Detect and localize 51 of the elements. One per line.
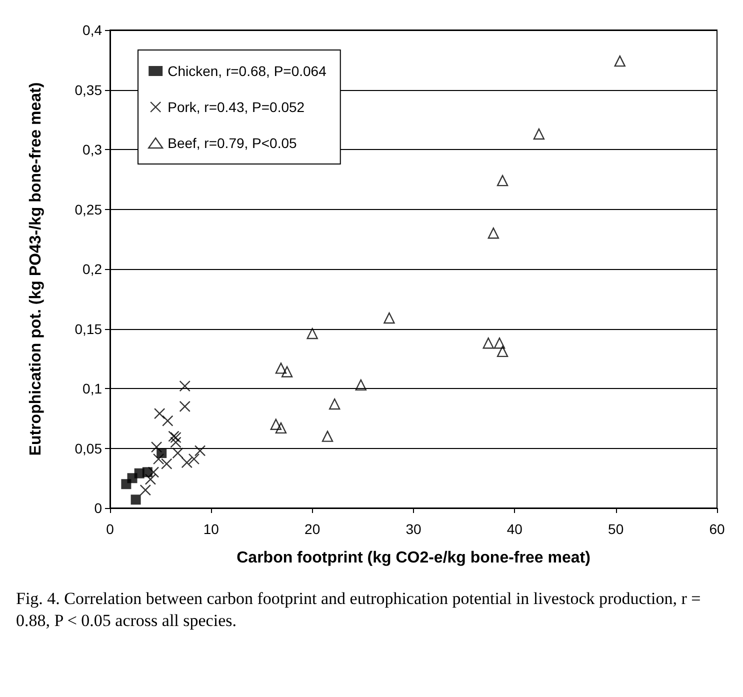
x-tick-label: 20 [304, 521, 320, 537]
point [533, 128, 545, 140]
x-tick-label: 40 [506, 521, 523, 537]
point [154, 408, 166, 420]
point [275, 362, 287, 374]
y-tick-label: 0 [94, 500, 102, 516]
point [496, 174, 508, 186]
point [161, 458, 172, 470]
point [130, 494, 141, 505]
point [144, 474, 156, 485]
point [275, 422, 287, 434]
y-tick-label: 0,3 [82, 142, 102, 158]
point [614, 55, 626, 67]
x-tick-label: 10 [203, 521, 220, 537]
x-tick-label: 0 [106, 521, 114, 537]
y-tick-label: 0,15 [74, 320, 102, 337]
x-tick-label: 30 [406, 521, 422, 537]
y-tick-label: 0,25 [74, 201, 102, 218]
point [488, 228, 500, 239]
x-tick-label: 60 [709, 521, 725, 537]
y-tick-label: 0,4 [82, 22, 102, 38]
x-tick-label: 50 [608, 521, 624, 537]
point [496, 346, 508, 358]
y-tick-label: 0,2 [82, 261, 102, 277]
y-tick-label: 0,1 [82, 380, 102, 396]
legend-label: Chicken, r=0.68, P=0.064 [168, 63, 327, 79]
point [494, 337, 506, 349]
point [179, 400, 190, 412]
point [179, 380, 190, 392]
legend-label: Beef, r=0.79, P<0.05 [168, 135, 298, 151]
point [188, 453, 200, 465]
point [121, 479, 132, 490]
point [140, 484, 152, 496]
point [355, 379, 366, 391]
point [148, 466, 160, 478]
point [162, 415, 174, 426]
point [181, 456, 192, 468]
point [482, 337, 494, 349]
caption: Fig. 4. Correlation between carbon footprint and eutrophication potential in livestock production, r = 0.88, P < 0.05 across all species. [15, 588, 702, 632]
point [384, 312, 395, 324]
y-tick-label: 0,35 [74, 82, 102, 98]
point [306, 328, 318, 340]
point [281, 366, 293, 378]
point [194, 445, 206, 456]
x-axis-title: Carbon footprint (kg CO2-e/kg bone-free meat) [236, 550, 590, 566]
point [322, 430, 334, 442]
y-axis-title: Eutrophication pot. (kg PO43-/kg bone-free meat) [28, 82, 44, 456]
point [328, 398, 340, 410]
y-tick-label: 0,05 [74, 440, 102, 456]
point [270, 418, 282, 430]
legend-label: Pork, r=0.43, P=0.052 [168, 99, 305, 115]
